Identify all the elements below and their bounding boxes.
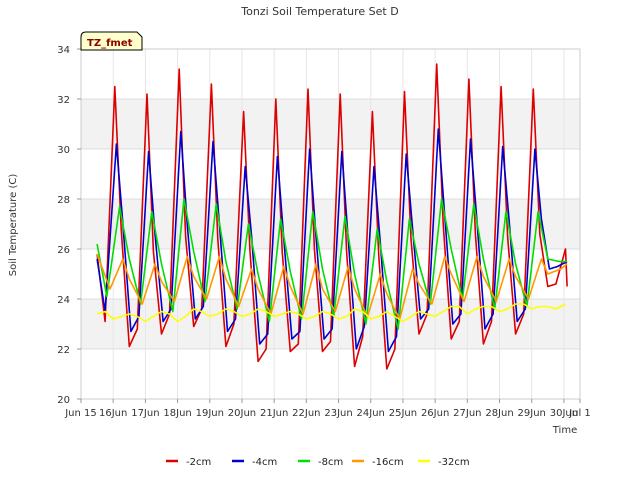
legend-item: -4cm [232, 457, 277, 468]
legend-label: -2cm [186, 457, 211, 468]
legend-label: -32cm [438, 457, 470, 468]
plot-border [80, 48, 581, 400]
plot-band [81, 99, 580, 149]
x-tick-label: 22Jun [292, 408, 320, 419]
x-tick-label: 25Jun [389, 408, 417, 419]
y-tick-label: 22 [57, 345, 70, 356]
series-line-minus-4cm [96, 128, 568, 353]
chart-title: Tonzi Soil Temperature Set D [240, 5, 398, 18]
legend-item: -32cm [418, 457, 470, 468]
x-tick-label: 28Jun [485, 408, 513, 419]
series-line-minus-2cm [96, 63, 568, 370]
y-tick-label: 34 [57, 45, 70, 56]
x-tick-label: Jun 15 [64, 408, 97, 419]
legend-item: -2cm [166, 457, 211, 468]
legend: -2cm -4cm -8cm -16cm -32cm [166, 457, 470, 468]
legend-item: -8cm [298, 457, 343, 468]
x-tick-label: 24Jun [357, 408, 385, 419]
x-axis-ticks: Jun 15 16Jun 17Jun 18Jun 19Jun 20Jun 21Jun 22Ju… [64, 399, 591, 419]
x-tick-label: 30Jun [550, 408, 578, 419]
y-axis-ticks: 20 22 24 26 28 30 32 34 [57, 45, 81, 406]
y-tick-label: 24 [57, 295, 70, 306]
x-tick-label: 23Jun [324, 408, 352, 419]
y-tick-label: 28 [57, 195, 70, 206]
legend-label: -16cm [372, 457, 404, 468]
station-badge-label: TZ_fmet [87, 38, 133, 49]
y-tick-label: 30 [57, 145, 70, 156]
y-tick-label: 26 [57, 245, 70, 256]
y-tick-label: 20 [57, 395, 70, 406]
legend-item: -16cm [352, 457, 404, 468]
series-lines [96, 63, 568, 370]
x-tick-label: 20Jun [228, 408, 256, 419]
station-badge-box [80, 31, 143, 51]
y-tick-label: 32 [57, 95, 70, 106]
legend-label: -4cm [252, 457, 277, 468]
x-tick-label: 18Jun [163, 408, 191, 419]
x-tick-label: 27Jun [453, 408, 481, 419]
x-tick-label: Jul 1 [568, 408, 591, 419]
x-tick-label: 21Jun [260, 408, 288, 419]
x-tick-label: 16Jun [99, 408, 127, 419]
x-tick-label: 19Jun [196, 408, 224, 419]
station-badge: TZ_fmet [80, 31, 143, 51]
series-line-minus-16cm [96, 253, 568, 320]
y-axis-title: Soil Temperature (C) [8, 174, 19, 277]
x-axis-title: Time [552, 425, 577, 436]
x-tick-label: 29Jun [518, 408, 546, 419]
series-line-minus-32cm [96, 303, 566, 323]
x-tick-label: 17Jun [131, 408, 159, 419]
x-tick-label: 26Jun [421, 408, 449, 419]
legend-label: -8cm [318, 457, 343, 468]
